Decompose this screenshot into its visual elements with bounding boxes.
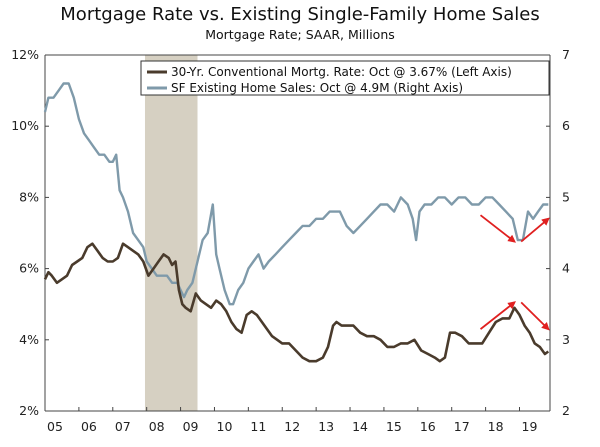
right-axis-tick-label: 7	[562, 47, 570, 62]
left-axis-tick-label: 10%	[11, 118, 39, 133]
legend-entry: 30-Yr. Conventional Mortg. Rate: Oct @ 3…	[171, 65, 512, 79]
x-axis-tick-label: 10	[217, 419, 233, 434]
annotation-arrow-down	[520, 301, 550, 331]
legend-group: 30-Yr. Conventional Mortg. Rate: Oct @ 3…	[140, 60, 550, 96]
x-axis-tick-label: 06	[81, 419, 97, 434]
x-axis-tick-label: 16	[420, 419, 436, 434]
recession-shading	[144, 55, 198, 411]
left-axis-tick-label: 2%	[19, 403, 39, 418]
legend-box	[140, 60, 550, 96]
x-axis-tick-label: 14	[352, 419, 368, 434]
right-axis-tick-label: 6	[562, 118, 570, 133]
home-sales-line	[43, 82, 549, 306]
chart-subtitle: Mortgage Rate; SAAR, Millions	[205, 27, 395, 42]
chart-title: Mortgage Rate vs. Existing Single-Family…	[60, 4, 540, 25]
left-axis-tick-label: 12%	[11, 47, 39, 62]
x-axis-tick-label: 13	[318, 419, 334, 434]
x-axis-tick-label: 15	[386, 419, 402, 434]
x-axis-tick-label: 18	[488, 419, 504, 434]
right-axis-tick-label: 3	[562, 332, 570, 347]
x-axis-tick-label: 05	[47, 419, 63, 434]
legend-entry: SF Existing Home Sales: Oct @ 4.9M (Righ…	[171, 81, 463, 95]
tick-labels-group: 2% 4% 6% 8% 10% 12% 2 3 4 5 6 7 05 06 07 08 09 10 11 12 13 14…	[11, 47, 570, 434]
x-axis-tick-label: 07	[115, 419, 131, 434]
x-axis-tick-label: 11	[250, 419, 266, 434]
x-axis-tick-label: 17	[454, 419, 470, 434]
axes-group	[44, 54, 551, 412]
x-axis-tick-label: 19	[522, 419, 538, 434]
annotation-arrow-down	[479, 214, 516, 243]
annotation-arrow-up	[520, 217, 550, 243]
recession-shading-group	[144, 55, 198, 411]
left-axis-tick-label: 8%	[19, 189, 39, 204]
mortgage-rate-line	[43, 242, 550, 363]
right-axis-tick-label: 4	[562, 261, 570, 276]
x-axis-tick-label: 08	[149, 419, 165, 434]
x-axis-tick-label: 12	[284, 419, 300, 434]
left-axis-tick-label: 6%	[19, 261, 39, 276]
annotations-group	[479, 214, 550, 331]
series-group	[43, 82, 550, 363]
x-axis-tick-label: 09	[183, 419, 199, 434]
left-axis-tick-label: 4%	[19, 332, 39, 347]
right-axis-tick-label: 5	[562, 189, 570, 204]
annotation-arrow-up	[479, 301, 516, 330]
right-axis-tick-label: 2	[562, 403, 570, 418]
